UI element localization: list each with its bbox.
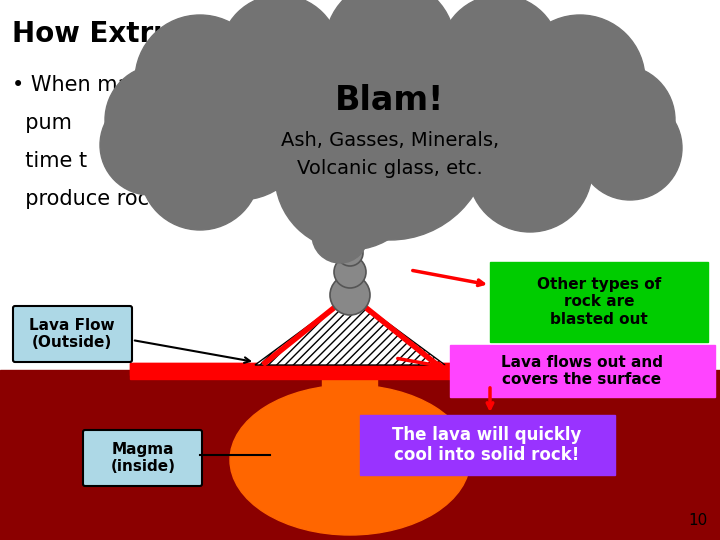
Circle shape [470,60,610,200]
Circle shape [468,108,592,232]
Circle shape [105,65,215,175]
Text: The lava will quickly
cool into solid rock!: The lava will quickly cool into solid ro… [392,426,582,464]
Text: Lava Flow
(Outside): Lava Flow (Outside) [30,318,114,350]
Text: Other types of
rock are
blasted out: Other types of rock are blasted out [537,277,661,327]
Ellipse shape [230,385,470,535]
Text: Magma
(inside): Magma (inside) [110,442,176,474]
FancyBboxPatch shape [83,430,202,486]
Circle shape [315,180,385,250]
Circle shape [334,256,366,288]
Circle shape [220,0,340,115]
Circle shape [140,110,260,230]
Text: produce rocks with          stals.: produce rocks with stals. [12,189,344,209]
Circle shape [340,227,360,247]
Circle shape [390,20,550,180]
Text: 10: 10 [689,513,708,528]
Text: Ash, Gasses, Minerals,
Volcanic glass, etc.: Ash, Gasses, Minerals, Volcanic glass, e… [281,132,499,179]
Circle shape [515,15,645,145]
Text: time t: time t [12,151,87,171]
Circle shape [325,0,455,110]
Circle shape [290,40,490,240]
Text: How Extrusive Igneous Rocks Form: How Extrusive Igneous Rocks Form [12,20,561,48]
Circle shape [275,100,425,250]
Text: Lava flows out and
covers the surface: Lava flows out and covers the surface [501,355,663,387]
Bar [490,262,708,342]
Circle shape [565,65,675,175]
Circle shape [312,207,368,263]
Circle shape [230,20,390,180]
Bar [0,370,720,540]
Text: • When magma below: • When magma below [12,75,245,95]
Circle shape [135,15,265,145]
Circle shape [330,275,370,315]
Bar [130,363,590,379]
Bar [322,360,377,480]
Text: Blam!: Blam! [336,84,445,117]
Bar [450,345,715,397]
Bar [360,415,615,475]
Circle shape [100,95,200,195]
Bar [130,363,310,375]
Circle shape [170,60,310,200]
Bar [410,363,590,375]
Polygon shape [255,295,445,365]
FancyBboxPatch shape [13,306,132,362]
Circle shape [337,240,363,266]
Circle shape [440,0,560,115]
Circle shape [578,96,682,200]
Text: pum: pum [12,113,72,133]
